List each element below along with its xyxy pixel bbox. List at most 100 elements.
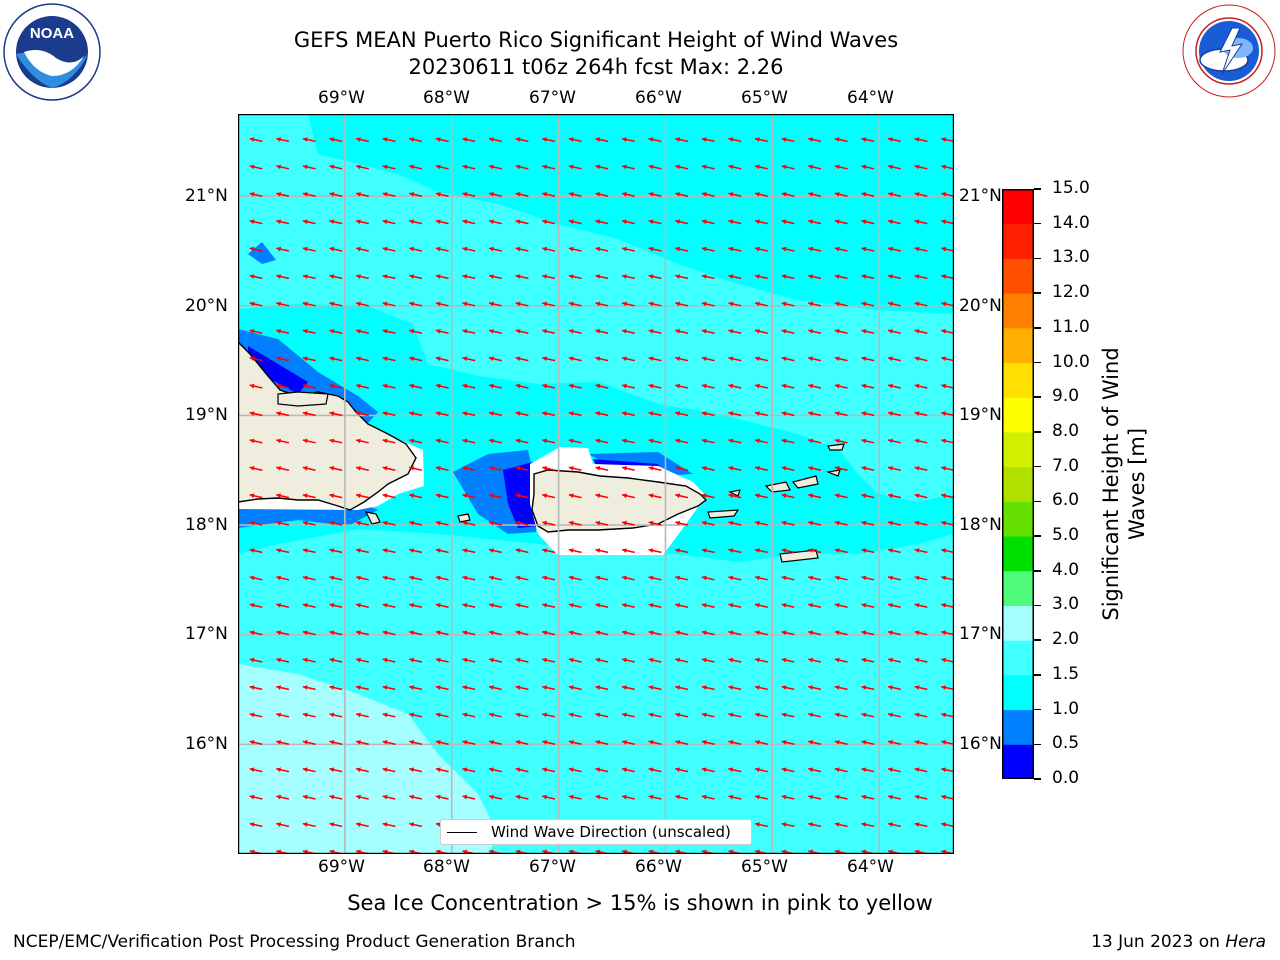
wave-direction-arrow <box>515 438 529 444</box>
wave-direction-arrow <box>754 465 768 471</box>
wave-direction-arrow <box>382 438 396 444</box>
wave-direction-arrow <box>302 328 316 334</box>
wave-direction-arrow <box>542 164 556 170</box>
wave-direction-arrow <box>276 137 290 143</box>
wave-direction-arrow <box>382 246 396 252</box>
wave-direction-arrow <box>409 630 423 636</box>
wave-direction-arrow <box>542 794 556 800</box>
wave-direction-arrow <box>754 383 768 389</box>
wave-direction-arrow <box>515 137 529 143</box>
wave-direction-arrow <box>648 191 662 197</box>
wave-direction-arrow <box>861 411 875 417</box>
wave-direction-arrow <box>488 411 502 417</box>
wave-direction-arrow <box>754 630 768 636</box>
lat-label-left-16n: 16°N <box>185 734 228 754</box>
colorbar-segment <box>1002 605 1034 641</box>
wave-direction-arrow <box>409 822 423 828</box>
wave-direction-arrow <box>887 794 901 800</box>
wave-direction-arrow <box>675 685 689 691</box>
colorbar-tick-mark <box>1034 708 1041 711</box>
colorbar-segment <box>1002 674 1034 711</box>
wave-direction-arrow <box>488 246 502 252</box>
wave-direction-arrow <box>648 465 662 471</box>
wave-direction-arrow <box>595 739 609 745</box>
wave-direction-arrow <box>302 411 316 417</box>
wave-direction-arrow <box>542 411 556 417</box>
wave-direction-arrow <box>249 712 263 718</box>
wave-direction-arrow <box>409 301 423 307</box>
wave-direction-arrow <box>355 712 369 718</box>
wave-direction-arrow <box>914 794 928 800</box>
wave-direction-arrow <box>754 575 768 581</box>
wave-direction-arrow <box>781 657 795 663</box>
map-frame <box>237 113 955 855</box>
wave-direction-arrow <box>834 548 848 554</box>
wave-direction-arrow <box>409 493 423 499</box>
wave-direction-arrow <box>595 794 609 800</box>
wave-direction-arrow <box>435 137 449 143</box>
wave-direction-arrow <box>887 274 901 280</box>
wave-direction-arrow <box>675 438 689 444</box>
wave-direction-arrow <box>701 438 715 444</box>
wave-direction-arrow <box>887 383 901 389</box>
wave-direction-arrow <box>701 575 715 581</box>
wave-direction-arrow <box>648 411 662 417</box>
wave-direction-arrow <box>781 137 795 143</box>
lat-label-right-21n: 21°N <box>959 186 1002 206</box>
wave-direction-arrow <box>355 411 369 417</box>
wave-direction-arrow <box>488 520 502 526</box>
lon-label-top-64w: 64°W <box>847 88 894 108</box>
wave-direction-arrow <box>302 794 316 800</box>
wave-direction-arrow <box>276 739 290 745</box>
wave-direction-arrow <box>568 548 582 554</box>
wave-direction-arrow <box>302 548 316 554</box>
wave-direction-arrow <box>861 219 875 225</box>
wave-direction-arrow <box>542 685 556 691</box>
wave-direction-arrow <box>621 548 635 554</box>
wave-direction-arrow <box>914 191 928 197</box>
wave-direction-arrow <box>781 685 795 691</box>
wave-direction-arrow <box>781 465 795 471</box>
wave-direction-arrow <box>595 657 609 663</box>
wave-direction-arrow <box>302 712 316 718</box>
wave-direction-arrow <box>249 685 263 691</box>
wave-direction-arrow <box>808 438 822 444</box>
wave-direction-arrow <box>834 767 848 773</box>
wave-direction-arrow <box>728 685 742 691</box>
wave-direction-arrow <box>781 822 795 828</box>
wave-direction-arrow <box>914 246 928 252</box>
wave-direction-arrow <box>435 328 449 334</box>
wave-direction-arrow <box>675 328 689 334</box>
wave-direction-arrow <box>941 301 954 307</box>
footer-date: 13 Jun 2023 on <box>1091 932 1226 952</box>
wave-direction-arrow <box>781 520 795 526</box>
lat-label-right-20n: 20°N <box>959 296 1002 316</box>
wave-direction-arrow <box>595 465 609 471</box>
wave-direction-arrow <box>728 657 742 663</box>
wave-direction-arrow <box>754 602 768 608</box>
colorbar-tick-label: 13.0 <box>1052 247 1090 268</box>
wave-direction-arrow <box>941 739 954 745</box>
wave-direction-arrow <box>595 301 609 307</box>
wave-direction-arrow <box>462 383 476 389</box>
wave-direction-arrow <box>887 191 901 197</box>
wave-direction-arrow <box>861 493 875 499</box>
wave-direction-arrow <box>568 767 582 773</box>
wave-direction-arrow <box>861 356 875 362</box>
wave-direction-arrow <box>515 219 529 225</box>
wave-direction-arrow <box>249 465 263 471</box>
wave-direction-arrow <box>701 712 715 718</box>
wave-direction-arrow <box>276 274 290 280</box>
wave-direction-arrow <box>302 137 316 143</box>
wave-direction-arrow <box>462 328 476 334</box>
wave-direction-arrow <box>249 137 263 143</box>
wave-direction-arrow <box>941 493 954 499</box>
wave-direction-arrow <box>276 602 290 608</box>
wave-direction-arrow <box>462 137 476 143</box>
wave-direction-arrow <box>382 356 396 362</box>
wave-direction-arrow <box>515 575 529 581</box>
puerto-rico-land <box>531 469 708 533</box>
wave-direction-arrow <box>409 411 423 417</box>
wave-direction-arrow <box>568 465 582 471</box>
wave-direction-arrow <box>941 438 954 444</box>
